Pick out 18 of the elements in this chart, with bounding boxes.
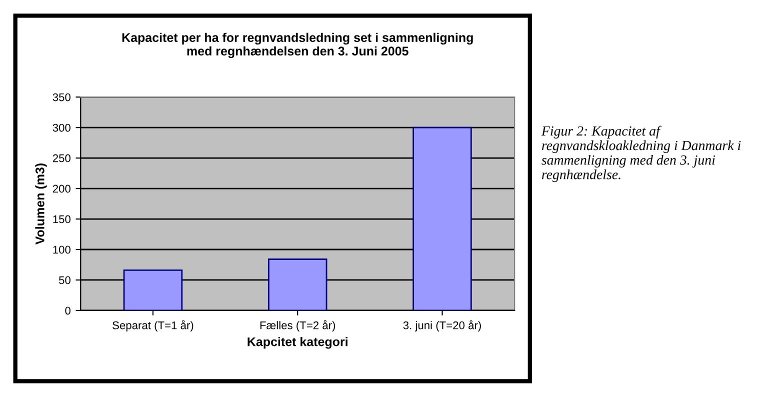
y-tick-label: 350 <box>52 93 70 102</box>
bar <box>268 258 328 310</box>
x-tick-label: 3. juni (T=20 år) <box>403 320 481 332</box>
x-axis-title: Kapcitet kategori <box>248 337 348 349</box>
y-tick-label: 250 <box>52 154 70 162</box>
y-tick-label: 50 <box>59 276 70 284</box>
y-tick-label: 200 <box>52 184 70 193</box>
y-tick-label: 150 <box>53 215 70 224</box>
x-tick-label: Fælles (T=2 år) <box>260 320 336 332</box>
text: Figur 2: Kapacitet af regnvandskloakledning i Danmark i sammenligning med den 3. juni regnhændelse. <box>541 126 741 182</box>
x-tick-label: Separat (T=1 år) <box>112 320 194 332</box>
y-axis-title: Volumen (m3) <box>35 164 47 245</box>
y-tick-label: 300 <box>52 124 70 132</box>
y-tick-label: 0 <box>65 306 70 315</box>
y-tick-label: 100 <box>53 246 70 254</box>
bar <box>412 126 472 310</box>
bar <box>123 270 183 310</box>
chart-title: Kapacitet per ha for regnvandsledning set i sammenligning med regnhændelsen den 3. Juni 2005 <box>122 32 473 58</box>
